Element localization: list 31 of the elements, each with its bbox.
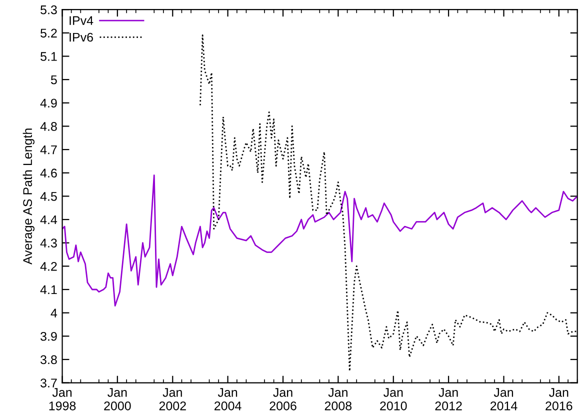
x-tick-label: Jan 2002 bbox=[159, 388, 186, 410]
x-tick-label: Jan 2000 bbox=[104, 388, 131, 410]
y-tick-label: 4.3 bbox=[40, 238, 57, 248]
legend-label: IPv4 bbox=[70, 16, 94, 25]
y-tick-label: 3.8 bbox=[40, 355, 57, 364]
y-tick-label: 4.7 bbox=[40, 145, 57, 154]
y-tick-label: 4.9 bbox=[40, 98, 57, 108]
x-tick-label: Jan 2010 bbox=[380, 388, 407, 410]
y-tick-label: 4.8 bbox=[40, 122, 57, 131]
line-series bbox=[62, 174, 578, 307]
x-tick-label: Jan 1998 bbox=[49, 388, 76, 410]
x-tick-label: Jan 2016 bbox=[546, 388, 572, 410]
y-tick-label: 4.1 bbox=[40, 285, 57, 294]
y-tick-label: 5.3 bbox=[40, 5, 57, 14]
y-tick-label: 4.6 bbox=[40, 168, 57, 178]
y-tick-label: 4 bbox=[50, 308, 58, 318]
y-tick-label: 4.5 bbox=[40, 192, 57, 201]
y-tick-label: 5 bbox=[50, 76, 57, 84]
y-tick-label: 3.7 bbox=[40, 378, 57, 388]
x-tick-label: Jan 2008 bbox=[324, 388, 352, 410]
y-tick-label: 3.9 bbox=[40, 332, 57, 341]
x-tick-label: Jan 2012 bbox=[435, 388, 462, 410]
x-tick-label: Jan 2014 bbox=[490, 388, 518, 410]
y-axis-title: Average AS Path Length bbox=[22, 128, 34, 265]
x-tick-label: Jan 2006 bbox=[270, 388, 296, 410]
x-tick-label: Jan 2004 bbox=[214, 388, 242, 410]
y-tick-label: 4.2 bbox=[40, 262, 57, 271]
y-tick-label: 5.2 bbox=[40, 28, 57, 38]
y-tick-label: 5.1 bbox=[40, 52, 57, 61]
y-tick-label: 4.4 bbox=[40, 215, 58, 224]
legend-label: IPv6 bbox=[70, 32, 93, 42]
